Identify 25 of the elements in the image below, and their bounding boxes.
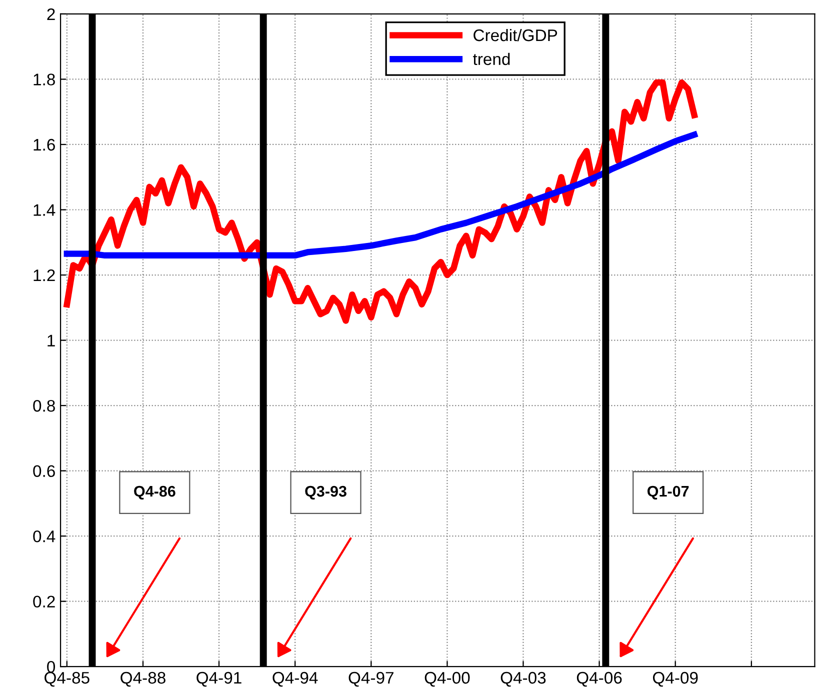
- x-tick-label: Q4-91: [196, 672, 242, 687]
- legend-label: Credit/GDP: [474, 28, 558, 42]
- ref-line-label: Q4-86: [134, 486, 176, 500]
- x-tick-label: Q4-03: [500, 672, 546, 687]
- y-tick-label: 0: [47, 660, 56, 673]
- x-tick-label: Q4-00: [424, 672, 470, 687]
- y-tick-label: 1.8: [34, 74, 55, 86]
- x-tick-label: Q4-88: [120, 672, 166, 687]
- x-tick-label: Q4-09: [652, 672, 698, 687]
- y-tick-label: 1.6: [34, 138, 55, 151]
- y-tick-label: 1: [48, 334, 55, 346]
- x-tick-label: Q4-94: [272, 672, 318, 687]
- legend-label: trend: [472, 52, 510, 66]
- ref-line-label: Q3-93: [305, 486, 346, 500]
- y-tick-label: 1.2: [34, 269, 55, 282]
- y-tick-label: 0.8: [33, 400, 55, 412]
- ref-line-label: Q1-07: [647, 486, 689, 500]
- x-tick-label: Q4-85: [44, 672, 90, 687]
- y-tick-label: 0.2: [33, 596, 55, 608]
- x-tick-label: Q4-97: [348, 672, 394, 687]
- y-tick-label: 0.6: [33, 465, 55, 478]
- x-tick-label: Q4-06: [576, 672, 622, 687]
- y-tick-label: 1.4: [34, 204, 56, 216]
- y-tick-label: 0.4: [33, 530, 56, 542]
- y-tick-label: 2: [47, 8, 55, 20]
